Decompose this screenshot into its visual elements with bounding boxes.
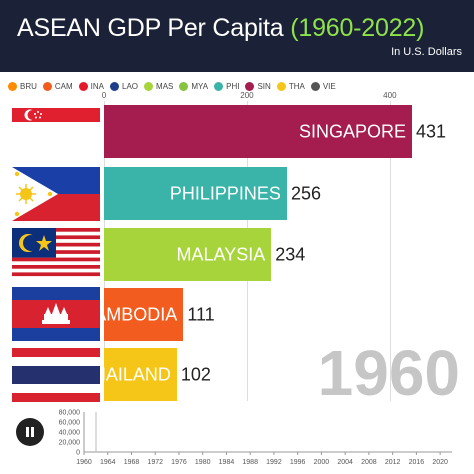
timeline-y-tick-label: 80,000 xyxy=(59,410,81,417)
timeline-x-tick-label: 2012 xyxy=(385,459,401,466)
current-year: 1960 xyxy=(317,337,460,409)
bar-label: PHILIPPINES xyxy=(169,183,281,203)
legend-label: VIE xyxy=(322,81,336,91)
timeline-x-tick-label: 1992 xyxy=(266,459,282,466)
legend-dot xyxy=(179,81,189,91)
timeline-y-tick-label: 0 xyxy=(76,450,80,457)
bar-label: HAILAND xyxy=(104,364,171,384)
bar-value-label: 256 xyxy=(290,183,321,204)
timeline-x-tick-label: 2008 xyxy=(361,459,377,466)
title-years: (1960-2022) xyxy=(290,14,425,42)
legend-dot xyxy=(144,81,154,91)
timeline-y-tick-label: 60,000 xyxy=(59,420,81,427)
timeline-x-tick-label: 1988 xyxy=(242,459,258,466)
legend-item-mas: MAS xyxy=(144,81,174,91)
chart-title: ASEAN GDP Per Capita (1960-2022) xyxy=(17,14,424,43)
legend-label: PHI xyxy=(226,81,240,91)
bar-malaysia: MALAYSIA xyxy=(104,228,272,281)
timeline-x-tick-label: 1980 xyxy=(195,459,211,466)
bar-value-label: 111 xyxy=(187,304,215,325)
legend-dot xyxy=(78,81,88,91)
legend-dot xyxy=(8,81,17,91)
title-main: ASEAN GDP Per Capita xyxy=(17,14,291,42)
pause-button[interactable] xyxy=(16,418,44,446)
legend-item-cam: CAM xyxy=(42,81,73,91)
bar-label: SINGAPORE xyxy=(298,121,406,141)
bar-philippines: PHILIPPINES xyxy=(104,167,287,220)
legend-dot xyxy=(214,81,224,91)
timeline-x-tick-label: 1960 xyxy=(76,459,92,466)
legend: BRU CAM INA LAO MAS MYA PHI SIN THA VIE xyxy=(8,80,336,92)
timeline-x-tick-label: 1996 xyxy=(290,459,306,466)
flag-singapore-icon xyxy=(12,108,100,136)
flag-philippines-icon xyxy=(12,167,100,221)
bar-label: MALAYSIA xyxy=(176,244,266,264)
legend-item-lao: LAO xyxy=(110,81,139,91)
legend-item-ina: INA xyxy=(78,81,105,91)
legend-item-vie: VIE xyxy=(310,81,336,91)
legend-label: MAS xyxy=(156,81,174,91)
legend-item-mya: MYA xyxy=(179,81,209,91)
timeline-y-tick-label: 40,000 xyxy=(59,430,81,437)
legend-label: SIN xyxy=(257,81,271,91)
timeline-x-tick-label: 2004 xyxy=(337,459,353,466)
legend-dot xyxy=(42,81,52,91)
timeline-x-tick-label: 2020 xyxy=(432,459,448,466)
timeline-x-tick-label: 1972 xyxy=(147,459,163,466)
chart-subtitle: In U.S. Dollars xyxy=(391,46,462,58)
legend-item-bru: BRU xyxy=(8,81,37,91)
x-tick-label: 200 xyxy=(240,91,254,100)
timeline-x-tick-label: 1968 xyxy=(124,459,140,466)
x-tick-label: 400 xyxy=(383,91,397,100)
pause-icon xyxy=(26,427,34,437)
legend-label: INA xyxy=(90,81,105,91)
timeline-x-tick-label: 1964 xyxy=(100,459,116,466)
timeline-x-tick-label: 2000 xyxy=(314,459,330,466)
legend-label: LAO xyxy=(122,81,139,91)
timeline-chart[interactable]: 80,000 60,000 40,000 20,000 0 1960 1964 1968 197… xyxy=(0,404,474,474)
timeline-x-tick-label: 1976 xyxy=(171,459,187,466)
header-banner: ASEAN GDP Per Capita (1960-2022) In U.S.… xyxy=(0,0,474,72)
flag-cambodia-icon xyxy=(12,287,100,341)
flag-thailand-icon xyxy=(12,348,100,402)
timeline-y-tick-label: 20,000 xyxy=(59,440,81,447)
legend-dot xyxy=(276,81,286,91)
legend-label: CAM xyxy=(54,81,73,91)
legend-label: MYA xyxy=(191,81,209,91)
bar-value-label: 431 xyxy=(416,121,447,142)
bar-cambodia: AMBODIA xyxy=(104,288,184,341)
legend-item-sin: SIN xyxy=(245,81,271,91)
timeline-x-tick-label: 1984 xyxy=(219,459,235,466)
x-tick-label: 0 xyxy=(101,91,107,100)
legend-dot xyxy=(110,81,120,91)
bar-singapore: SINGAPORE xyxy=(104,105,412,158)
legend-item-tha: THA xyxy=(276,81,305,91)
bar-label: AMBODIA xyxy=(104,304,178,324)
legend-label: BRU xyxy=(20,81,37,91)
gridline xyxy=(389,101,391,401)
legend-label: THA xyxy=(288,81,305,91)
legend-dot xyxy=(310,81,320,91)
legend-item-phi: PHI xyxy=(214,81,240,91)
flag-malaysia-icon xyxy=(12,228,100,280)
timeline-x-tick-label: 2016 xyxy=(409,459,425,466)
legend-dot xyxy=(245,81,255,91)
bar-value-label: 102 xyxy=(180,364,211,385)
bar-value-label: 234 xyxy=(275,244,306,265)
bar-thailand: HAILAND xyxy=(104,348,177,401)
